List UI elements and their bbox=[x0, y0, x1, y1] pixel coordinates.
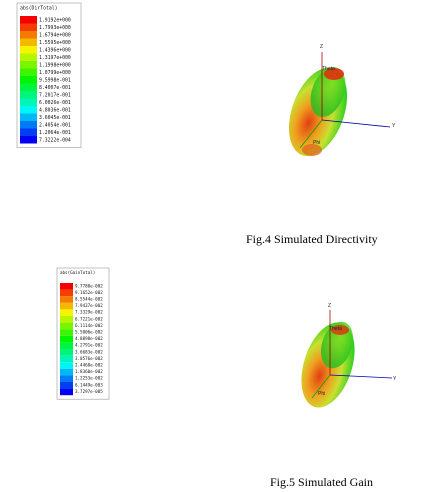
axis-label: Phi bbox=[313, 140, 320, 146]
legend-swatch bbox=[20, 23, 37, 31]
legend-label: 6.1449e-003 bbox=[75, 382, 103, 387]
legend-swatch bbox=[20, 46, 37, 54]
legend-label: 8.4007e-001 bbox=[39, 85, 71, 91]
legend-swatch bbox=[60, 329, 73, 336]
legend-swatch bbox=[20, 83, 37, 91]
radiation-pattern bbox=[301, 310, 393, 408]
legend-swatch bbox=[20, 53, 37, 61]
axis-label: Z bbox=[320, 44, 323, 50]
legend-swatch bbox=[60, 316, 73, 323]
legend-swatch bbox=[20, 113, 37, 121]
legend-swatch bbox=[60, 335, 73, 343]
axis-label: Z bbox=[328, 303, 331, 309]
legend-label: 9.7780e-002 bbox=[75, 283, 103, 288]
legend-label: 1.2253e-002 bbox=[75, 376, 103, 381]
legend: abs(DirTotal) 1.9192e+000 1.7993e+0001.679… bbox=[16, 2, 82, 148]
legend-swatch bbox=[20, 31, 37, 39]
legend-swatch bbox=[20, 91, 37, 99]
legend-swatch bbox=[20, 38, 37, 46]
legend-swatch bbox=[20, 98, 37, 106]
legend-swatch bbox=[60, 283, 73, 290]
legend-swatch bbox=[60, 289, 73, 297]
legend-label: 6.1114e-002 bbox=[75, 323, 103, 328]
legend-swatch bbox=[60, 388, 73, 396]
legend-swatch bbox=[60, 375, 73, 382]
axis-label: Theta bbox=[329, 326, 342, 332]
legend-swatch bbox=[60, 368, 73, 376]
legend-label: 8.5544e-002 bbox=[75, 297, 103, 302]
legend-label: 7.3329e-002 bbox=[75, 310, 103, 315]
legend-swatch bbox=[60, 322, 73, 330]
legend-swatch bbox=[20, 106, 37, 114]
axis-label: Phi bbox=[318, 391, 325, 397]
caption: Fig.4 Simulated Directivity bbox=[246, 232, 378, 246]
legend-label: 6.7221e-002 bbox=[75, 316, 103, 321]
legend-label: 9.1652e-002 bbox=[75, 290, 103, 295]
legend-label: 3.6045e-001 bbox=[39, 115, 71, 121]
legend-swatch bbox=[20, 61, 37, 69]
legend-swatch bbox=[60, 382, 73, 389]
caption: Fig.5 Simulated Gain bbox=[270, 475, 373, 489]
legend-label: 4.8036e-001 bbox=[39, 107, 71, 113]
legend-label: 1.8360e-002 bbox=[75, 369, 103, 374]
legend-swatch bbox=[60, 355, 73, 363]
legend-swatch bbox=[60, 349, 73, 356]
legend-swatch bbox=[60, 309, 73, 316]
axis-label: Y bbox=[392, 123, 396, 129]
legend-label: 7.2017e-001 bbox=[39, 92, 71, 98]
legend-label: 9.5998e-001 bbox=[39, 77, 71, 83]
legend-label: 6.0026e-001 bbox=[39, 100, 71, 106]
axis-label: Theta bbox=[322, 66, 335, 72]
legend-title: abs(GainTotal) bbox=[60, 270, 95, 275]
legend-label: 4.2791e-002 bbox=[75, 343, 103, 348]
legend-label: 1.4396e+000 bbox=[39, 47, 71, 53]
legend-label: 1.2064e-001 bbox=[39, 130, 71, 136]
legend-swatch bbox=[60, 342, 73, 349]
legend-label: 1.1998e+000 bbox=[39, 62, 71, 68]
legend-swatch bbox=[20, 76, 37, 84]
legend-label: 1.5595e+000 bbox=[39, 40, 71, 46]
legend-label: 2.4468e-002 bbox=[75, 363, 103, 368]
axis-label: Y bbox=[393, 376, 397, 382]
legend-swatch bbox=[20, 121, 37, 129]
legend-label: 7.9437e-002 bbox=[75, 303, 103, 308]
legend-label: 5.5006e-002 bbox=[75, 330, 103, 335]
legend-swatch bbox=[20, 136, 37, 144]
legend-swatch bbox=[60, 302, 73, 310]
legend-swatch bbox=[60, 362, 73, 369]
legend-label: 2.4054e-001 bbox=[39, 122, 71, 128]
legend-label: 1.0799e+000 bbox=[39, 70, 71, 76]
legend-label: 1.7993e+000 bbox=[39, 25, 71, 31]
legend: abs(GainTotal) 9.7780e-002 9.1652e-002 8.55… bbox=[56, 267, 110, 400]
legend-label: 1.9192e+000 bbox=[39, 17, 71, 23]
legend-label: 3.0576e-002 bbox=[75, 356, 103, 361]
legend-swatch bbox=[60, 296, 73, 303]
legend-label: 7.3222e-004 bbox=[39, 137, 71, 143]
legend-swatch bbox=[20, 68, 37, 76]
legend-label: 1.3197e+000 bbox=[39, 55, 71, 61]
legend-swatch bbox=[20, 128, 37, 136]
radiation-pattern bbox=[288, 52, 391, 157]
legend-label: 3.7297e-005 bbox=[75, 389, 103, 394]
legend-label: 1.6794e+000 bbox=[39, 32, 71, 38]
legend-swatch bbox=[20, 16, 37, 24]
legend-title: abs(DirTotal) bbox=[20, 6, 58, 12]
legend-label: 4.8898e-002 bbox=[75, 336, 103, 341]
legend-label: 3.6683e-002 bbox=[75, 349, 103, 354]
